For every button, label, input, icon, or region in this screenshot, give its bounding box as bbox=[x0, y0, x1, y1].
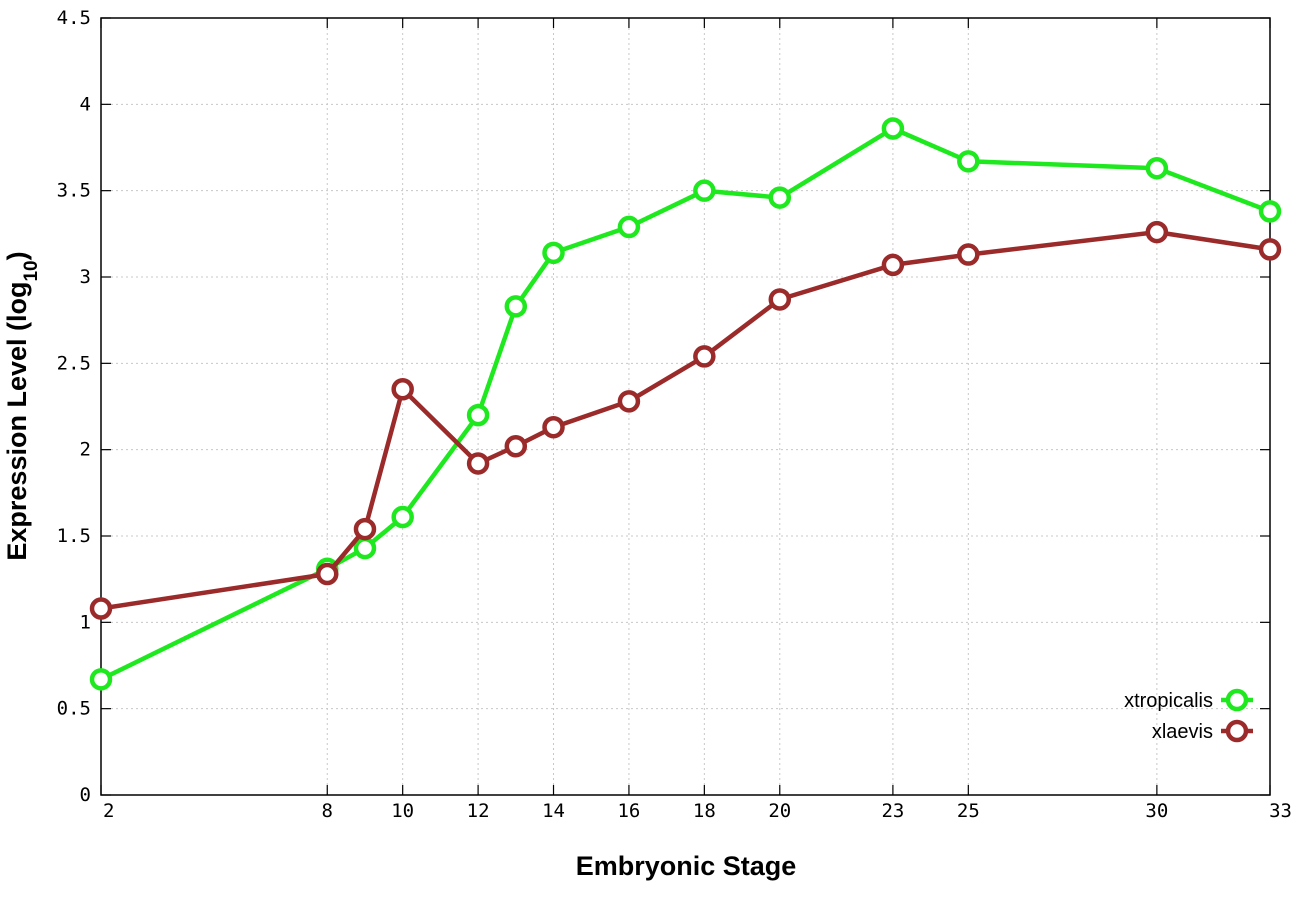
x-tick-label: 23 bbox=[881, 800, 904, 822]
data-point-xtropicalis bbox=[957, 150, 980, 173]
data-point-xtropicalis bbox=[466, 403, 490, 427]
y-tick-label: 1.5 bbox=[57, 525, 91, 547]
data-point-xlaevis bbox=[1145, 220, 1169, 244]
data-point-xlaevis bbox=[466, 452, 490, 475]
x-tick-label: 10 bbox=[391, 800, 414, 822]
data-point-xtropicalis bbox=[617, 215, 641, 239]
data-point-xlaevis bbox=[693, 345, 716, 368]
y-tick-label: 2 bbox=[80, 439, 91, 461]
x-tick-label: 8 bbox=[322, 800, 333, 822]
data-point-xtropicalis bbox=[542, 241, 565, 265]
legend-marker bbox=[1225, 719, 1249, 743]
legend-item-xtropicalis: xtropicalis bbox=[1124, 688, 1253, 712]
data-point-xtropicalis bbox=[881, 117, 905, 140]
legend-item-xlaevis: xlaevis bbox=[1152, 719, 1253, 743]
y-tick-label: 3 bbox=[80, 266, 91, 288]
y-tick-label: 3.5 bbox=[57, 180, 91, 202]
legend: xtropicalis xlaevis bbox=[1124, 688, 1253, 743]
x-tick-label: 33 bbox=[1269, 800, 1292, 822]
x-tick-label: 2 bbox=[103, 800, 114, 822]
grid bbox=[101, 18, 1270, 795]
legend-marker bbox=[1225, 688, 1249, 712]
x-tick-label: 18 bbox=[693, 800, 716, 822]
data-point-xlaevis bbox=[89, 597, 113, 620]
series-line-xlaevis bbox=[100, 229, 1271, 611]
x-tick-label: 14 bbox=[542, 800, 565, 822]
data-point-xlaevis bbox=[768, 288, 792, 311]
data-point-xlaevis bbox=[881, 253, 905, 277]
y-tick-label: 4.5 bbox=[57, 7, 91, 29]
y-axis-title-main: Expression Level (log bbox=[2, 282, 32, 561]
axis-ticks: 0 0.5 1 1.5 2 2.5 3 3.5 4 4.5 2 8 10 12 14 16 18 20 23 25 30… bbox=[57, 7, 1292, 822]
legend-label: xtropicalis bbox=[1124, 690, 1213, 712]
y-tick-label: 0.5 bbox=[57, 698, 91, 720]
y-axis-title-close: ) bbox=[2, 251, 32, 260]
data-point-xtropicalis bbox=[504, 295, 528, 318]
x-axis-title: Embryonic Stage bbox=[576, 851, 797, 881]
data-point-xlaevis bbox=[617, 390, 641, 413]
data-point-xlaevis bbox=[353, 517, 377, 541]
y-axis-title-subscript: 10 bbox=[21, 260, 42, 281]
data-point-xtropicalis bbox=[1258, 200, 1282, 223]
data-point-xlaevis bbox=[957, 243, 980, 266]
data-point-xtropicalis bbox=[768, 186, 792, 209]
x-tick-label: 25 bbox=[957, 800, 980, 822]
data-point-xtropicalis bbox=[89, 668, 113, 691]
data-point-xlaevis bbox=[542, 415, 565, 439]
x-tick-label: 16 bbox=[617, 800, 640, 822]
series-line-xtropicalis bbox=[100, 126, 1271, 682]
series-group bbox=[89, 117, 1282, 691]
series-xtropicalis bbox=[89, 117, 1282, 691]
y-tick-label: 0 bbox=[80, 784, 91, 806]
x-tick-label: 30 bbox=[1145, 800, 1168, 822]
data-point-xtropicalis bbox=[1145, 156, 1169, 180]
data-point-xlaevis bbox=[504, 434, 528, 458]
legend-label: xlaevis bbox=[1152, 721, 1213, 743]
y-axis-title: Expression Level (log10) bbox=[2, 251, 42, 560]
series-xlaevis bbox=[89, 220, 1282, 620]
x-tick-label: 20 bbox=[768, 800, 791, 822]
plot-frame bbox=[100, 17, 1271, 796]
x-tick-label: 12 bbox=[467, 800, 490, 822]
y-tick-label: 2.5 bbox=[57, 352, 91, 374]
data-point-xlaevis bbox=[316, 562, 339, 586]
data-point-xtropicalis bbox=[693, 179, 716, 202]
data-point-xlaevis bbox=[1258, 238, 1282, 261]
y-tick-label: 4 bbox=[80, 93, 91, 115]
y-tick-label: 1 bbox=[80, 611, 91, 633]
data-point-xtropicalis bbox=[353, 536, 377, 560]
data-point-xtropicalis bbox=[391, 505, 414, 529]
data-point-xlaevis bbox=[391, 377, 414, 401]
